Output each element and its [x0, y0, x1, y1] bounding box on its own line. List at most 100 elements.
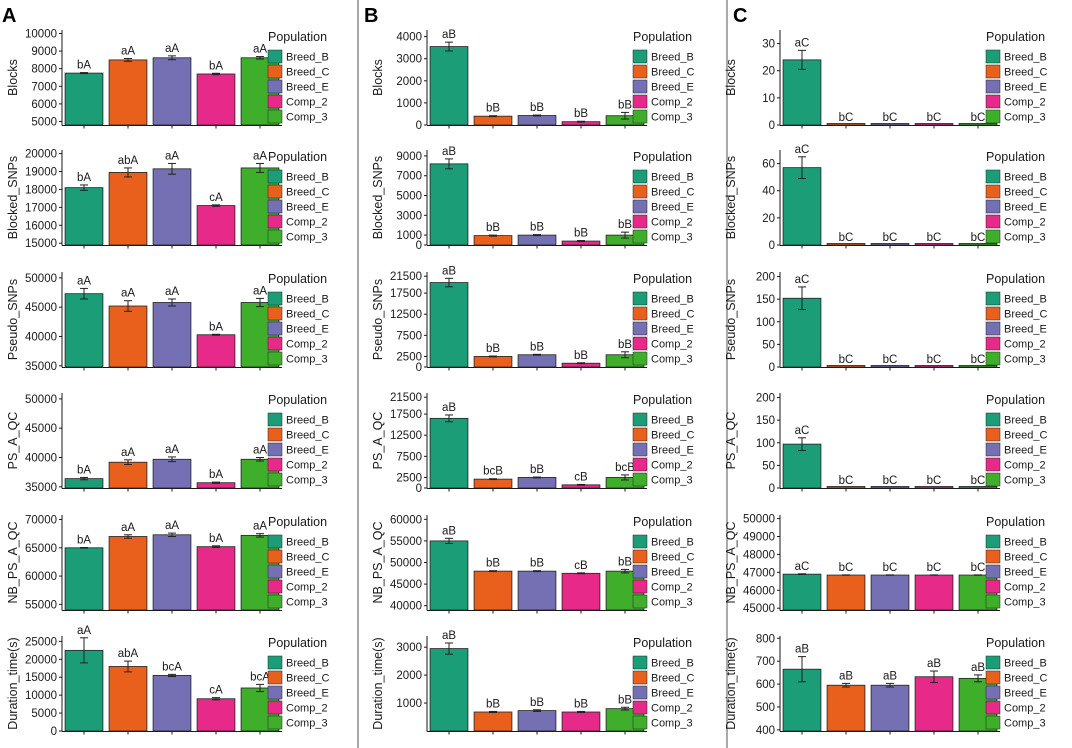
legend-label: Breed_E [651, 202, 694, 214]
bar-significance-label: bB [574, 698, 588, 710]
legend-label: Comp_3 [286, 718, 328, 730]
y-tick-label: 15000 [25, 672, 57, 684]
y-axis-label: Duration_time(s) [6, 637, 20, 729]
subplot-c-3: 0 50 100 150 200 Pseudo_SNPs aC bC bC bC bC Populat… [724, 272, 1047, 374]
bar-breed_e [870, 574, 910, 611]
legend-swatch-breed_c [632, 184, 648, 199]
legend-swatch-breed_c [267, 427, 283, 442]
y-tick-label: 45000 [25, 423, 57, 435]
legend-label: Breed_C [651, 309, 694, 321]
legend-label: Breed_E [1004, 324, 1047, 336]
y-tick-label: 2500 [396, 472, 422, 484]
y-tick-label: 47000 [743, 567, 775, 579]
bar-breed_c [826, 365, 866, 368]
legend-swatch-comp_2 [632, 700, 648, 715]
bar-breed_c [826, 486, 866, 489]
y-tick-label: 60 [762, 159, 775, 171]
bar-comp_2 [914, 486, 954, 489]
y-tick-label: 35000 [25, 482, 57, 494]
y-axis-label: Blocked_SNPs [6, 156, 20, 239]
bar-comp_2 [196, 698, 236, 732]
legend-title: Population [633, 515, 692, 529]
legend-label: Breed_E [651, 567, 694, 579]
y-tick-label: 12500 [390, 430, 422, 442]
y-tick-label: 21500 [390, 271, 422, 283]
bar-significance-label: aC [795, 144, 810, 156]
legend-title: Population [633, 150, 692, 164]
bar-significance-label: bB [486, 103, 500, 115]
legend-swatch-comp_2 [985, 336, 1001, 351]
legend-swatch-breed_b [985, 291, 1001, 306]
legend-label: Breed_C [286, 430, 329, 442]
bar-comp_2 [914, 123, 954, 126]
bar-breed_b [429, 648, 469, 732]
y-axis-label: Blocks [6, 59, 20, 96]
legend-label: Breed_C [651, 552, 694, 564]
legend-label: Breed_B [286, 52, 329, 64]
bar-significance-label: bC [883, 475, 898, 487]
bar-comp_2 [914, 574, 954, 611]
y-tick-label: 9000 [31, 46, 57, 58]
bar-breed_b [64, 187, 104, 246]
y-tick-label: 45000 [743, 603, 775, 615]
y-tick-label: 0 [769, 362, 775, 374]
bar-breed_c [826, 243, 866, 246]
y-tick-label: 49000 [743, 532, 775, 544]
bar-comp_2 [561, 711, 601, 732]
bar-significance-label: aC [795, 274, 810, 286]
legend-swatch-comp_3 [632, 715, 648, 730]
y-tick-label: 8000 [31, 64, 57, 76]
bar-significance-label: bB [618, 556, 632, 568]
bar-significance-label: bA [209, 60, 223, 72]
legend-label: Comp_3 [1004, 597, 1046, 609]
bar-significance-label: bB [574, 108, 588, 120]
y-tick-label: 1000 [396, 98, 422, 110]
legend-swatch-breed_b [267, 534, 283, 549]
legend-label: Breed_C [1004, 67, 1047, 79]
panel-label-b: B [364, 5, 378, 27]
y-tick-label: 100 [756, 438, 775, 450]
bar-breed_b [782, 167, 822, 246]
y-axis-label: NB_PS_A_QC [6, 522, 20, 604]
y-tick-label: 2000 [396, 76, 422, 88]
y-tick-label: 3000 [396, 54, 422, 66]
bar-significance-label: bC [839, 112, 854, 124]
y-tick-label: 48000 [743, 549, 775, 561]
legend-label: Comp_3 [286, 475, 328, 487]
bar-significance-label: abA [118, 648, 139, 660]
y-tick-label: 40 [762, 186, 775, 198]
bar-breed_e [517, 354, 557, 368]
legend-swatch-breed_e [985, 442, 1001, 457]
legend-swatch-breed_b [632, 169, 648, 184]
legend-label: Breed_E [286, 567, 329, 579]
y-tick-label: 3000 [396, 642, 422, 654]
legend-label: Breed_B [286, 415, 329, 427]
bar-significance-label: bB [530, 697, 544, 709]
bar-significance-label: aA [165, 520, 179, 532]
bar-breed_e [517, 477, 557, 489]
bar-significance-label: bC [883, 354, 898, 366]
legend-swatch-breed_e [632, 564, 648, 579]
y-tick-label: 30 [762, 39, 775, 51]
bar-breed_e [517, 234, 557, 246]
y-tick-label: 10 [762, 93, 775, 105]
legend-title: Population [633, 636, 692, 650]
subplot-c-6: 400 500 600 700 800 Duration_time(s) aB aB aB aB a… [724, 633, 1047, 737]
legend-label: Breed_C [651, 430, 694, 442]
legend-label: Breed_E [286, 688, 329, 700]
bar-significance-label: bB [530, 341, 544, 353]
legend-label: Comp_3 [286, 354, 328, 366]
legend-label: Breed_B [651, 52, 694, 64]
bar-breed_e [517, 115, 557, 126]
legend-swatch-breed_e [985, 685, 1001, 700]
legend-swatch-breed_e [267, 79, 283, 94]
bar-breed_b [429, 540, 469, 611]
bar-breed_e [870, 486, 910, 489]
legend-swatch-breed_e [985, 564, 1001, 579]
bar-significance-label: bC [971, 232, 986, 244]
bar-significance-label: bA [77, 535, 91, 547]
bar-significance-label: bB [574, 350, 588, 362]
y-tick-label: 50000 [390, 558, 422, 570]
legend-label: Comp_2 [1004, 460, 1046, 472]
